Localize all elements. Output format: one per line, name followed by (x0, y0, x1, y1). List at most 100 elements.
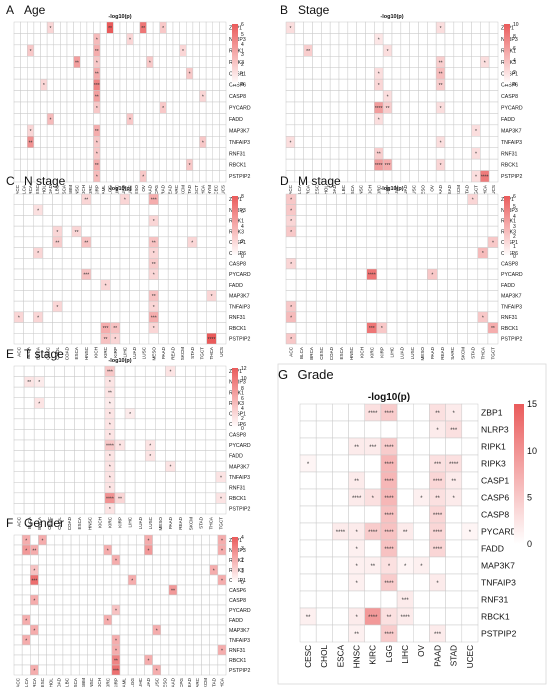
heatmap-cell (168, 564, 178, 576)
heatmap-cell (374, 44, 384, 57)
heatmap-cell (199, 56, 207, 68)
heatmap-cell (127, 594, 137, 606)
colorbar-tick: 8 (513, 34, 516, 40)
column-label: STAD (211, 677, 216, 687)
heatmap-cell (38, 594, 47, 606)
heatmap-cell (160, 554, 170, 566)
heatmap-cell (158, 290, 169, 302)
heatmap-cell (106, 90, 114, 103)
heatmap-cell (23, 311, 34, 323)
heatmap-cell (365, 170, 375, 183)
colorbar-tick: 6 (513, 46, 516, 52)
significance-label: * (25, 538, 27, 544)
heatmap-cell (119, 564, 129, 576)
significance-label: ** (108, 391, 112, 397)
heatmap-cell (129, 193, 140, 205)
heatmap-cell (155, 408, 166, 420)
column-label: CESC (47, 516, 52, 529)
significance-label: ** (451, 479, 456, 485)
heatmap-cell (113, 78, 121, 91)
heatmap-cell (87, 564, 96, 576)
heatmap-cell (305, 279, 317, 291)
heatmap-cell (205, 101, 213, 114)
heatmap-cell (165, 439, 176, 451)
heatmap-cell (427, 147, 437, 160)
heatmap-cell (84, 439, 96, 451)
heatmap-cell (386, 268, 398, 280)
significance-label: **** (375, 106, 383, 112)
heatmap-cell (78, 594, 88, 606)
heatmap-cell (329, 113, 340, 126)
heatmap-cell (86, 170, 94, 183)
heatmap-cell (326, 268, 337, 280)
significance-label: *** (31, 578, 37, 584)
heatmap-cell (312, 101, 322, 114)
heatmap-cell (487, 193, 499, 205)
heatmap-cell (418, 21, 428, 34)
heatmap-cell (480, 67, 490, 80)
heatmap-cell (13, 333, 24, 345)
heatmap-cell (477, 225, 489, 238)
heatmap-cell (152, 56, 160, 68)
heatmap-cell (40, 124, 48, 137)
heatmap-cell (326, 204, 337, 216)
heatmap-cell (400, 101, 410, 114)
heatmap-cell (20, 78, 28, 91)
heatmap-cell (54, 544, 64, 556)
heatmap-cell (113, 170, 121, 183)
significance-label: *** (369, 445, 377, 451)
heatmap-cell (299, 624, 317, 643)
heatmap-cell (391, 33, 402, 46)
heatmap-cell (336, 268, 347, 280)
heatmap-cell (133, 136, 141, 148)
heatmap-cell (217, 614, 227, 626)
heatmap-cell (303, 136, 313, 148)
heatmap-cell (386, 247, 398, 259)
heatmap-cell (447, 247, 458, 259)
heatmap-cell (391, 147, 402, 160)
significance-label: * (388, 564, 391, 570)
column-label: LGG (130, 678, 135, 687)
heatmap-cell (81, 322, 92, 334)
heatmap-cell (461, 505, 479, 524)
heatmap-cell (95, 624, 104, 636)
heatmap-cell (299, 403, 317, 422)
heatmap-cell (206, 204, 217, 216)
colorbar-tick: 6 (241, 22, 244, 28)
heatmap-cell (81, 311, 92, 323)
heatmap-cell (462, 21, 472, 34)
heatmap-cell (217, 554, 227, 566)
heatmap-cell (179, 67, 187, 80)
heatmap-cell (144, 564, 153, 576)
heatmap-cell (305, 193, 317, 205)
heatmap-cell (146, 101, 154, 114)
heatmap-cell (52, 290, 63, 302)
heatmap-cell (111, 594, 121, 606)
heatmap-cell (295, 225, 307, 238)
heatmap-cell (206, 247, 217, 259)
heatmap-cell (356, 225, 368, 238)
heatmap-cell (488, 136, 499, 148)
heatmap-cell (285, 101, 296, 114)
heatmap-cell (316, 258, 327, 270)
heatmap-cell (206, 225, 217, 238)
heatmap-cell (219, 67, 227, 80)
heatmap-cell (119, 544, 129, 556)
heatmap-cell (406, 215, 418, 227)
heatmap-cell (312, 56, 322, 68)
heatmap-cell (33, 429, 45, 441)
heatmap-cell (316, 322, 327, 334)
heatmap-cell (144, 376, 156, 388)
heatmap-cell (294, 147, 304, 160)
heatmap-cell (127, 614, 137, 626)
heatmap-cell (435, 113, 446, 126)
heatmap-cell (488, 101, 499, 114)
column-label: KIRP (118, 517, 123, 528)
heatmap-cell (44, 397, 55, 409)
heatmap-cell (165, 408, 176, 420)
column-label: COAD (56, 677, 61, 687)
significance-label: * (202, 140, 204, 146)
heatmap-cell (326, 311, 337, 323)
column-label: KIRC (103, 346, 108, 358)
heatmap-cell (409, 56, 419, 68)
